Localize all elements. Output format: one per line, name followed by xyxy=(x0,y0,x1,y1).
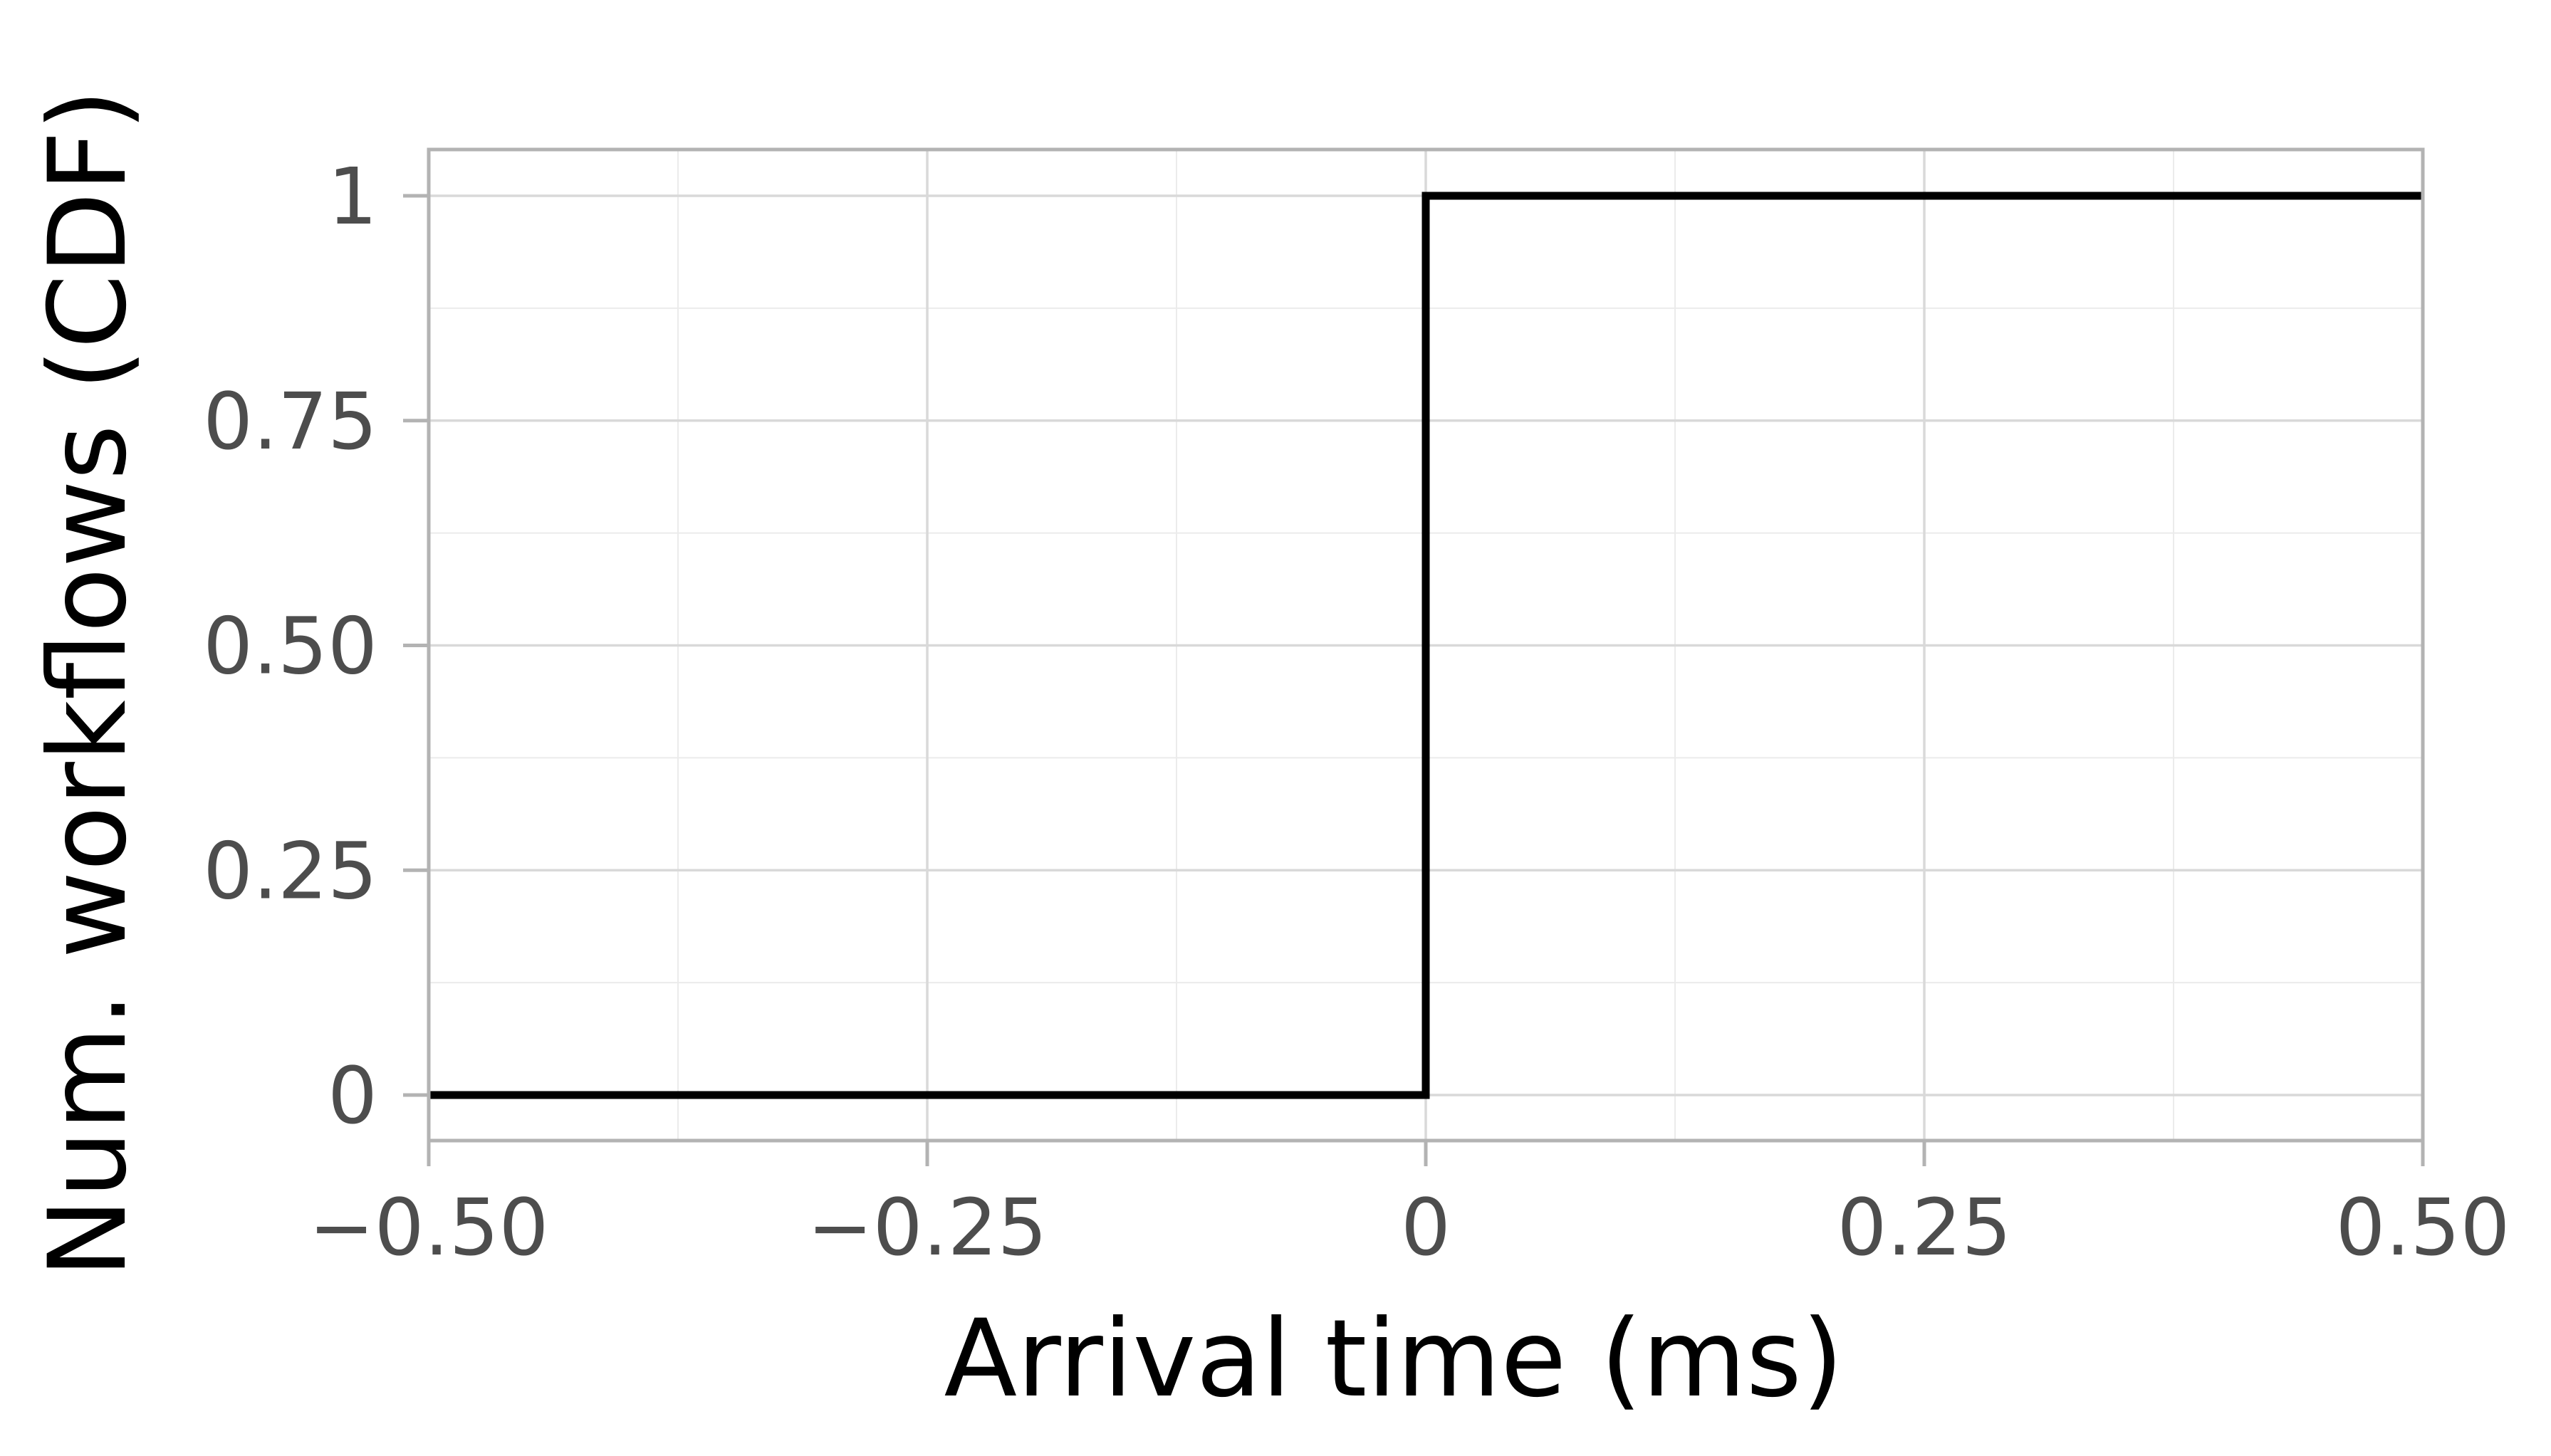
y-tick-label: 0 xyxy=(328,1050,377,1141)
x-tick-label: −0.50 xyxy=(308,1182,548,1273)
y-tick-labels: 0 0.25 0.50 0.75 1 xyxy=(203,151,377,1141)
x-tick-labels: −0.50 −0.25 0 0.25 0.50 xyxy=(308,1182,2510,1273)
x-tick-label: 0.50 xyxy=(2336,1182,2510,1273)
y-axis-title: Num. workflows (CDF) xyxy=(26,89,150,1278)
x-axis-title: Arrival time (ms) xyxy=(944,1297,1844,1421)
x-tick-label: 0 xyxy=(1401,1182,1451,1273)
x-tick-label: 0.25 xyxy=(1837,1182,2012,1273)
y-tick-label: 1 xyxy=(328,151,377,242)
y-tick-label: 0.25 xyxy=(203,825,377,916)
y-tick-label: 0.50 xyxy=(203,601,377,692)
series-layer xyxy=(429,192,2423,1099)
axis-ticks xyxy=(403,194,2425,1166)
x-tick-label: −0.25 xyxy=(807,1182,1047,1273)
cdf-series-line xyxy=(429,192,2423,1099)
y-tick-label: 0.75 xyxy=(203,376,377,467)
